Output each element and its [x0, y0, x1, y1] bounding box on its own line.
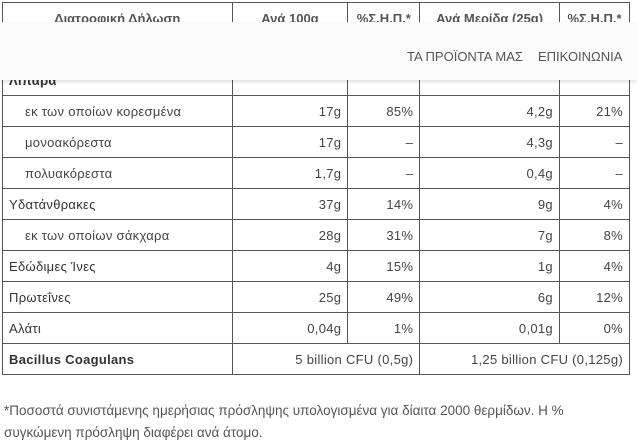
cell: 17g	[231, 95, 349, 127]
cell: 4,2g	[419, 95, 560, 127]
row-label: Αλάτι	[2, 312, 233, 344]
row: εκ των οποίων σάκχαρα 28g 31% 7g 8%	[2, 219, 631, 251]
cell: 1,25 billion CFU (0,125g)	[419, 343, 630, 375]
row: εκ των οποίων κορεσμένα 17g 85% 4,2g 21%	[2, 95, 631, 127]
cell: –	[347, 126, 421, 158]
cell: 25g	[231, 281, 349, 313]
cell: 15%	[347, 250, 421, 282]
cell: 0,01g	[419, 312, 560, 344]
cell: 0%	[558, 312, 631, 344]
cell: 28g	[231, 219, 349, 251]
row-label: Εδώδιμες Ίνες	[2, 250, 233, 282]
cell: 49%	[347, 281, 421, 313]
row: Πρωτεΐνες 25g 49% 6g 12%	[2, 281, 631, 313]
nav-bar: ΤΑ ΠΡΟΪΟΝΤΑ ΜΑΣ ΕΠΙΚΟΙΝΩΝΙΑ	[0, 22, 637, 80]
cell: 12%	[558, 281, 631, 313]
cell: 85%	[347, 95, 421, 127]
cell: 31%	[347, 219, 421, 251]
row-label: εκ των οποίων σάκχαρα	[2, 219, 233, 251]
cell: 8%	[558, 219, 631, 251]
cell: 7g	[419, 219, 560, 251]
row-label: μονοακόρεστα	[2, 126, 233, 158]
cell: 1,7g	[231, 157, 349, 189]
cell: 4%	[558, 250, 631, 282]
nav-link[interactable]: ΤΑ ΠΡΟΪΟΝΤΑ ΜΑΣ	[407, 49, 523, 64]
cell: 21%	[558, 95, 631, 127]
row-label: Πρωτεΐνες	[2, 281, 233, 313]
cell: –	[347, 157, 421, 189]
row-label: Υδατάνθρακες	[2, 188, 233, 220]
cell: 6g	[419, 281, 560, 313]
footnote: *Ποσοστά συνιστάμενης ημερήσιας πρόσληψη…	[4, 403, 564, 440]
cell: 1%	[347, 312, 421, 344]
cell: –	[558, 157, 631, 189]
row-label: πολυακόρεστα	[2, 157, 233, 189]
cell: 4,3g	[419, 126, 560, 158]
cell: 0,4g	[419, 157, 560, 189]
row: Bacillus Coagulans 5 billion CFU (0,5g) 1,…	[2, 343, 630, 375]
cell: 14%	[347, 188, 421, 220]
row: Αλάτι 0,04g 1% 0,01g 0%	[2, 312, 631, 344]
cell: 17g	[231, 126, 349, 158]
row: Υδατάνθρακες 37g 14% 9g 4%	[2, 188, 631, 220]
cell: 5 billion CFU (0,5g)	[231, 343, 421, 375]
nutrition-table: Διατροφική Δήλωση Ανά 100g %Σ.Η.Π.* Ανά …	[2, 2, 631, 375]
nav-link[interactable]: ΕΠΙΚΟΙΝΩΝΙΑ	[538, 49, 623, 64]
cell: 9g	[419, 188, 560, 220]
cell: 1g	[419, 250, 560, 282]
cell: 4g	[231, 250, 349, 282]
cell: 4%	[558, 188, 631, 220]
row: μονοακόρεστα 17g –4,3g –	[2, 126, 631, 158]
cell: 37g	[231, 188, 349, 220]
row-label: Bacillus Coagulans	[2, 343, 233, 375]
cell: –	[558, 126, 631, 158]
cell: 0,04g	[231, 312, 349, 344]
row: Εδώδιμες Ίνες 4g 15% 1g 4%	[2, 250, 631, 282]
row: πολυακόρεστα 1,7g –0,4g –	[2, 157, 631, 189]
row-label: εκ των οποίων κορεσμένα	[2, 95, 233, 127]
